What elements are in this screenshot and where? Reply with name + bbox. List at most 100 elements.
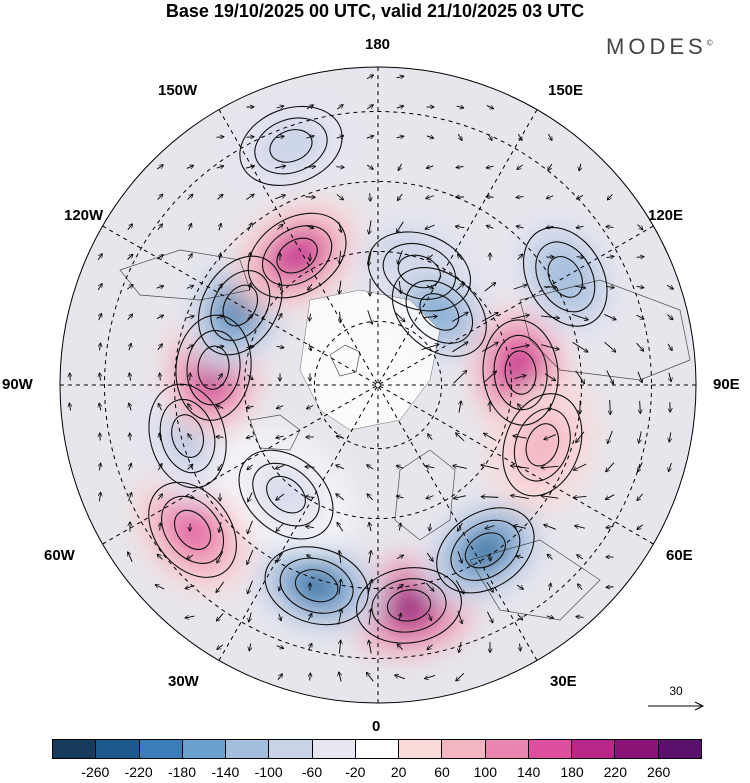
wind-vector <box>156 286 164 288</box>
wind-vector <box>517 164 524 169</box>
wind-vector <box>395 312 404 322</box>
wind-vector <box>129 344 131 351</box>
wind-vector <box>188 404 193 411</box>
wind-vector <box>429 613 432 620</box>
wind-vector <box>127 224 132 230</box>
wind-vector <box>186 585 195 589</box>
wind-vector <box>399 280 401 293</box>
wind-vector <box>517 556 524 558</box>
wind-vector <box>336 194 343 199</box>
wind-vector <box>187 465 192 470</box>
wind-vector <box>247 436 254 438</box>
wind-vector <box>517 226 524 228</box>
height-contour <box>504 350 537 395</box>
wind-vector <box>246 137 254 138</box>
wind-vector <box>367 494 373 501</box>
wind-vector <box>546 616 554 618</box>
colorbar-segment <box>572 740 616 758</box>
wind-vector <box>100 344 101 351</box>
wind-vector <box>186 345 193 350</box>
wind-vector <box>398 163 401 170</box>
wind-vector <box>99 464 100 471</box>
wind-vector <box>483 371 496 383</box>
colorbar-tick-label: -180 <box>167 764 197 780</box>
wind-vector <box>517 254 523 260</box>
wind-vector <box>157 194 163 200</box>
height-contour <box>405 280 474 344</box>
wind-vector <box>339 280 341 294</box>
wind-vector <box>306 226 314 229</box>
height-contour <box>175 314 252 421</box>
wind-vector <box>669 432 670 441</box>
wind-vector <box>129 373 130 381</box>
wind-vector <box>276 522 284 531</box>
wind-vector <box>549 584 550 591</box>
wind-vector <box>487 226 494 229</box>
wind-vector <box>249 612 252 622</box>
colorbar-segment <box>53 740 97 758</box>
wind-vector <box>186 166 193 169</box>
lon-label-30e: 30E <box>550 673 577 690</box>
colorbar-segment <box>485 740 529 758</box>
wind-vector <box>396 555 403 558</box>
latitude-circle <box>243 250 513 520</box>
wind-vector <box>159 434 160 441</box>
wind-vector <box>482 497 499 498</box>
wind-vector <box>128 493 132 502</box>
wind-vector <box>481 342 498 352</box>
wind-vector <box>249 643 250 651</box>
wind-vector <box>157 494 162 501</box>
wind-vector <box>542 466 559 467</box>
wind-vector <box>544 373 555 381</box>
lon-label-60e: 60E <box>666 547 693 564</box>
wind-vector <box>426 552 433 561</box>
height-contour <box>382 243 456 300</box>
wind-vector <box>218 463 223 470</box>
colorbar <box>52 739 702 759</box>
wind-vector <box>608 194 613 199</box>
wind-vector <box>307 614 311 621</box>
wind-vector <box>574 496 587 497</box>
height-contour <box>171 414 205 458</box>
colorbar-segment <box>226 740 270 758</box>
wind-vector <box>517 133 521 140</box>
wind-vector <box>186 316 193 318</box>
wind-vector <box>486 105 493 108</box>
wind-vector <box>306 467 315 468</box>
wind-vector <box>247 464 253 470</box>
wind-vector <box>577 194 584 199</box>
wind-vector <box>636 257 644 258</box>
wind-vector <box>217 644 224 649</box>
wind-vector <box>457 167 464 168</box>
latitude-circle <box>313 320 443 450</box>
wind-vector <box>458 522 463 531</box>
wind-vector <box>339 672 341 682</box>
height-contour <box>513 408 571 482</box>
wind-vector <box>276 136 283 137</box>
wind-vector <box>129 464 131 471</box>
polar-map <box>59 66 697 704</box>
wind-vector <box>636 342 644 351</box>
height-contour <box>355 567 462 644</box>
lon-label-0: 0 <box>372 718 381 735</box>
wind-vector <box>484 433 497 441</box>
wind-vector <box>337 609 341 625</box>
wind-vector <box>277 406 284 409</box>
wind-vector <box>426 466 435 468</box>
wind-vector <box>485 525 495 528</box>
colorbar-tick-label: 180 <box>560 764 584 780</box>
height-contour <box>239 105 343 186</box>
wind-vector <box>637 371 642 383</box>
wind-vector <box>337 523 344 532</box>
wind-vector <box>157 555 163 560</box>
wind-vector <box>157 464 161 471</box>
wind-vector <box>454 495 467 499</box>
wind-vector <box>604 341 616 352</box>
wind-vector <box>575 526 585 528</box>
wind-vector <box>398 193 403 200</box>
wind-vector <box>156 255 163 260</box>
wind-vector <box>396 76 404 78</box>
wind-vector <box>369 641 372 654</box>
wind-vector <box>456 226 465 227</box>
wind-vector <box>217 437 224 438</box>
